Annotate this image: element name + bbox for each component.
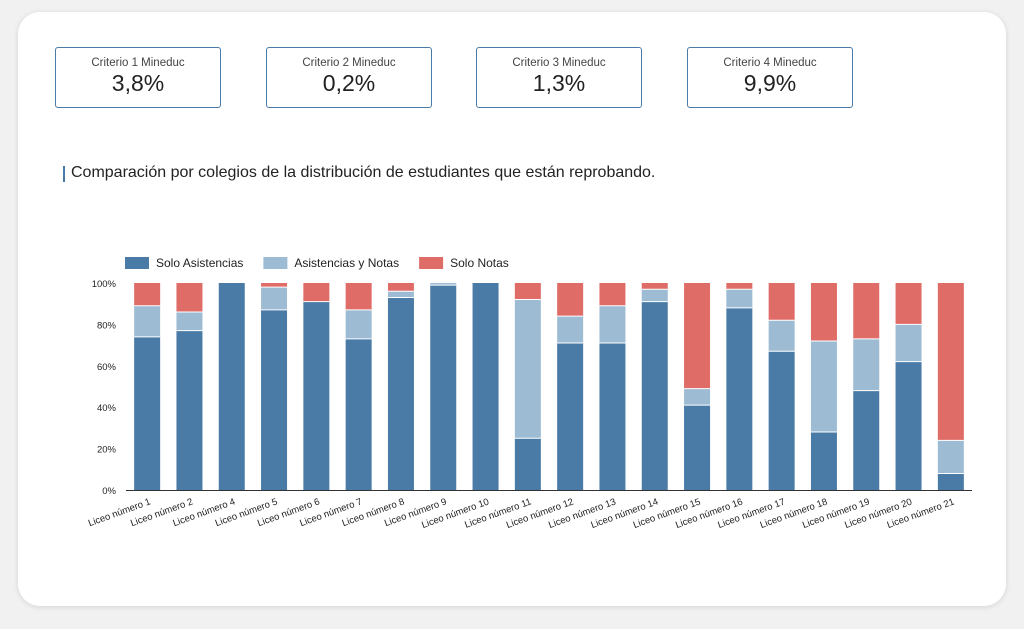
bar-segment <box>853 338 880 391</box>
title-accent-bar <box>63 166 65 182</box>
bar-segment <box>557 343 584 490</box>
bar-segment <box>218 283 245 490</box>
bar-segment <box>726 289 753 308</box>
bar-segment <box>261 287 288 310</box>
bar-segment <box>937 440 964 474</box>
y-tick-label: 0% <box>102 486 116 497</box>
bar-segment <box>684 283 711 389</box>
kpi-label: Criterio 2 Mineduc <box>302 57 396 69</box>
bar-segment <box>176 311 203 331</box>
bar-segment <box>853 283 880 339</box>
y-tick-label: 80% <box>97 320 117 331</box>
bar-segment <box>387 291 414 298</box>
bar-segment <box>768 283 795 321</box>
bar-segment <box>387 283 414 292</box>
kpi-label: Criterio 1 Mineduc <box>91 57 185 69</box>
bar-segment <box>557 283 584 317</box>
bar-segment <box>810 432 837 490</box>
kpi-card-criterio-3: Criterio 3 Mineduc 1,3% <box>476 47 642 108</box>
y-tick-label: 60% <box>97 362 117 373</box>
legend-swatch <box>263 257 288 269</box>
bar-segment <box>599 305 626 344</box>
bar-segment <box>726 283 753 290</box>
bar-segment <box>937 283 964 441</box>
legend-label: Solo Asistencias <box>156 256 243 270</box>
bar-segment <box>599 343 626 490</box>
bar-segment <box>472 283 499 490</box>
bar-segment <box>641 301 668 490</box>
bar-segment <box>810 283 837 341</box>
bar-segment <box>895 361 922 490</box>
bar-segment <box>768 351 795 490</box>
bar-segment <box>134 336 161 490</box>
bar-segment <box>684 388 711 406</box>
bar-segment <box>345 283 372 310</box>
bar-segment <box>684 405 711 490</box>
bar-segment <box>387 297 414 490</box>
bar-segment <box>810 340 837 433</box>
bar-segment <box>261 309 288 490</box>
bar-segment <box>937 473 964 490</box>
kpi-value: 0,2% <box>322 70 376 96</box>
kpi-label: Criterio 3 Mineduc <box>512 57 606 69</box>
kpi-label: Criterio 4 Mineduc <box>723 57 817 69</box>
kpi-card-criterio-2: Criterio 2 Mineduc 0,2% <box>266 47 432 108</box>
chart-title: Comparación por colegios de la distribuc… <box>71 164 656 181</box>
bar-segment <box>726 307 753 490</box>
bar-segment <box>514 299 541 439</box>
kpi-value: 9,9% <box>743 70 797 96</box>
bar-segment <box>261 283 288 288</box>
bar-segment <box>895 283 922 325</box>
bar-segment <box>134 305 161 337</box>
bar-segment <box>176 283 203 312</box>
legend-swatch <box>419 257 444 269</box>
legend-label: Asistencias y Notas <box>294 256 399 270</box>
bar-segment <box>134 283 161 306</box>
bar-segment <box>557 316 584 344</box>
bar-segment <box>895 324 922 362</box>
bar-segment <box>345 338 372 490</box>
bar-segment <box>768 320 795 352</box>
kpi-value: 1,3% <box>532 70 586 96</box>
y-tick-label: 40% <box>97 403 117 414</box>
legend-label: Solo Notas <box>450 256 509 270</box>
bar-segment <box>430 283 457 286</box>
y-tick-label: 20% <box>97 445 117 456</box>
bar-segment <box>303 301 330 490</box>
bar-segment <box>514 283 541 300</box>
bar-segment <box>430 285 457 490</box>
bar-segment <box>514 438 541 490</box>
bar-segment <box>641 289 668 302</box>
bar-segment <box>641 283 668 290</box>
bar-segment <box>345 309 372 339</box>
y-tick-label: 100% <box>92 279 117 290</box>
bar-segment <box>853 390 880 490</box>
bar-segment <box>303 283 330 302</box>
kpi-value: 3,8% <box>111 70 165 96</box>
bar-segment <box>176 330 203 490</box>
legend-swatch <box>125 257 149 269</box>
kpi-card-criterio-4: Criterio 4 Mineduc 9,9% <box>687 47 853 108</box>
bar-segment <box>599 283 626 306</box>
kpi-card-criterio-1: Criterio 1 Mineduc 3,8% <box>55 47 221 108</box>
